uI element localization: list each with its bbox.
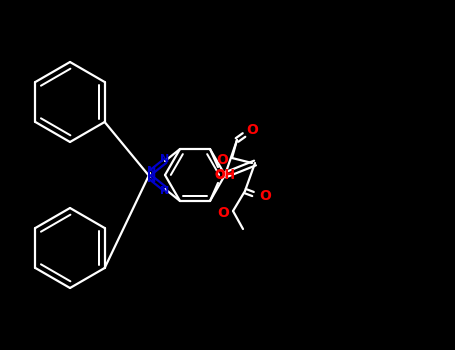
Text: N: N [160,186,170,196]
Text: OH: OH [214,168,236,181]
Text: O: O [246,123,258,137]
Text: N: N [147,174,157,184]
Text: O: O [216,153,228,167]
Text: O: O [217,206,229,220]
Text: O: O [259,189,271,203]
Text: N: N [160,154,170,164]
Text: OH: OH [214,169,236,182]
Text: N: N [147,166,157,176]
